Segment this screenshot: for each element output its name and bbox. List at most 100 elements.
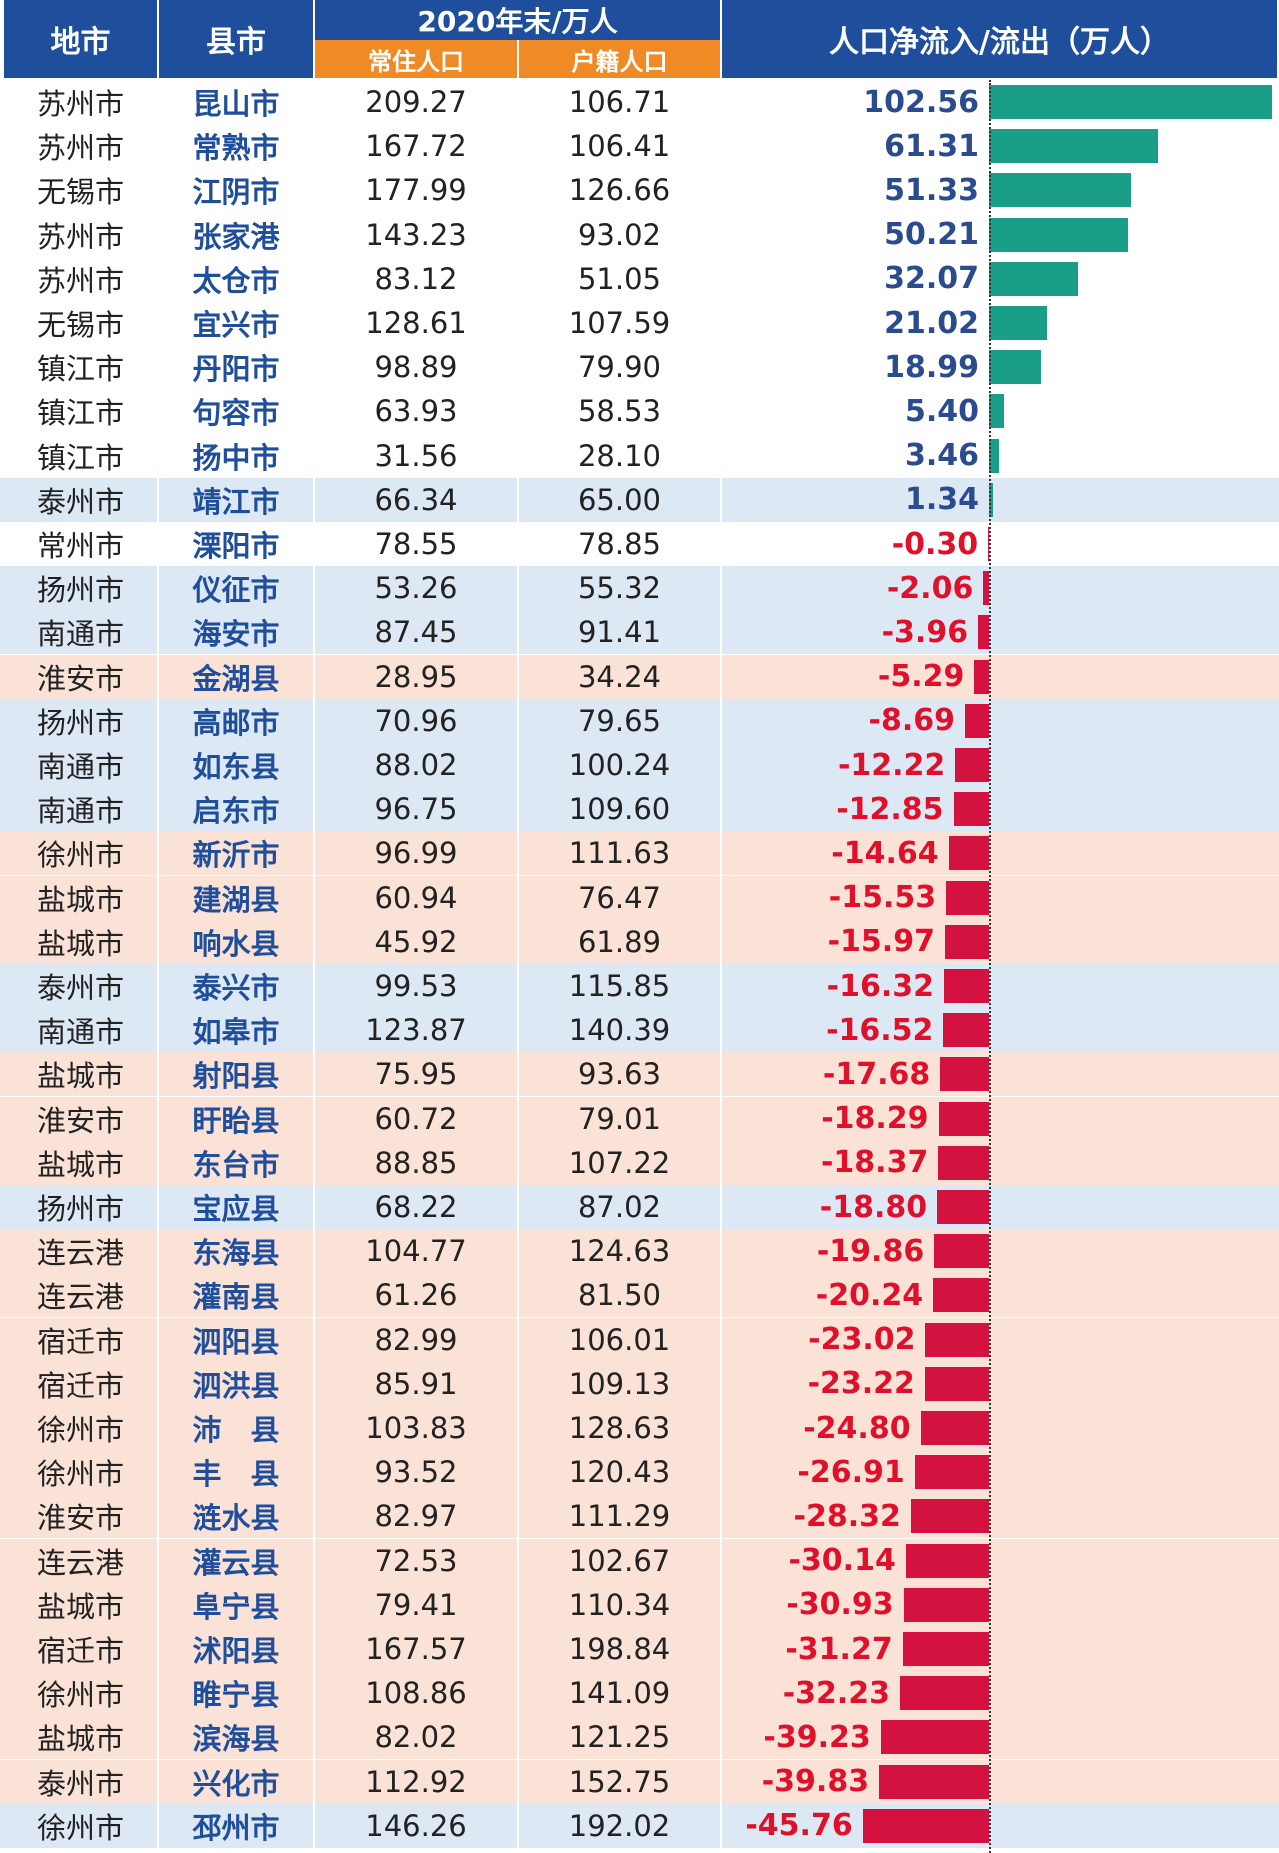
net-label: 61.31 [884,128,979,164]
resident: 112.92 [315,1759,519,1804]
county: 昆山市 [159,80,315,124]
net-label: -0.30 [891,526,979,562]
table-row: 南通市 海安市 87.45 91.41 -3.96 [0,610,1279,655]
county: 宝应县 [159,1185,315,1229]
net-label: -15.53 [828,880,937,916]
county: 丰 县 [159,1450,315,1495]
resident: 82.99 [315,1317,519,1362]
resident: 72.53 [315,1538,519,1583]
resident: 167.72 [315,124,519,169]
resident: 66.34 [315,477,519,522]
net-label: 51.33 [884,172,979,208]
city: 淮安市 [4,1494,159,1539]
resident: 78.55 [315,522,519,566]
net-label: -39.23 [763,1719,871,1755]
city: 南通市 [4,1008,159,1053]
table-row: 盐城市 阜宁县 79.41 110.34 -30.93 [0,1582,1279,1627]
net-label: -14.64 [831,835,939,871]
registered: 110.34 [519,1582,722,1627]
bar [937,1190,989,1224]
registered: 141.09 [519,1671,722,1716]
city: 宿迁市 [4,1627,159,1671]
bar [948,836,989,871]
county: 太仓市 [159,256,315,301]
resident: 79.41 [315,1582,519,1627]
registered: 78.85 [519,522,722,566]
table-row: 淮安市 盱眙县 60.72 79.01 -18.29 [0,1096,1279,1141]
bar [938,1101,989,1136]
bar [933,1278,989,1313]
table-row: 徐州市 邳州市 146.26 192.02 -45.76 [0,1803,1279,1848]
city: 徐州市 [4,1803,159,1848]
table-row: 连云港 灌南县 61.26 81.50 -20.24 [0,1273,1279,1318]
city: 扬州市 [4,698,159,743]
registered: 107.59 [519,301,722,345]
county: 睢宁县 [159,1671,315,1716]
table-row: 徐州市 睢宁县 108.86 141.09 -32.23 [0,1671,1279,1716]
bar [989,306,1047,340]
registered: 76.47 [519,875,722,920]
net-label: -30.14 [788,1543,896,1579]
city: 宿迁市 [4,1361,159,1406]
table-row: 淮安市 涟水县 82.97 111.29 -28.32 [0,1494,1279,1539]
registered: 93.63 [519,1052,722,1097]
bar [934,1234,989,1269]
header-resident: 常住人口 [315,40,519,78]
resident: 123.87 [315,1008,519,1053]
county: 丹阳市 [159,345,315,390]
city: 镇江市 [4,345,159,390]
net-label: -28.32 [793,1498,901,1534]
net-label: 18.99 [884,349,979,385]
net-label: -26.91 [797,1454,905,1490]
bar [940,1057,989,1092]
registered: 106.01 [519,1317,722,1362]
net-label: 1.34 [904,482,979,518]
county: 邳州市 [159,1803,315,1848]
resident: 96.99 [315,831,519,876]
city: 苏州市 [4,80,159,124]
header-registered: 户籍人口 [519,40,722,78]
county: 沭阳县 [159,1627,315,1671]
resident: 103.83 [315,1406,519,1450]
net-label: 32.07 [884,261,979,297]
header-city: 地市 [4,0,159,78]
city: 淮安市 [4,1096,159,1141]
table-row: 无锡市 宜兴市 128.61 107.59 21.02 [0,301,1279,345]
bar [905,1543,989,1578]
registered: 55.32 [519,566,722,611]
resident: 88.85 [315,1140,519,1185]
net-label: -18.29 [821,1101,929,1137]
resident: 93.52 [315,1450,519,1495]
resident: 75.95 [315,1052,519,1097]
table-row: 扬州市 仪征市 53.26 55.32 -2.06 [0,566,1279,611]
bar [989,217,1128,252]
county: 射阳县 [159,1052,315,1097]
registered: 109.60 [519,787,722,832]
resident: 177.99 [315,168,519,213]
bar [989,394,1004,429]
city: 扬州市 [4,566,159,611]
registered: 61.89 [519,919,722,964]
header-net: 人口净流入/流出（万人） [722,0,1277,78]
bar [902,1632,989,1666]
registered: 128.63 [519,1406,722,1450]
net-label: 3.46 [904,438,979,474]
registered: 126.66 [519,168,722,213]
resident: 128.61 [315,301,519,345]
header-county: 县市 [159,0,315,78]
net-label: 21.02 [884,305,979,341]
net-label: -19.86 [816,1233,925,1269]
city: 无锡市 [4,301,159,345]
bar [879,1764,989,1799]
table-row: 苏州市 常熟市 167.72 106.41 61.31 [0,124,1279,169]
net-label: -2.06 [886,570,974,606]
county: 如皋市 [159,1008,315,1053]
city: 苏州市 [4,256,159,301]
table-row: 镇江市 丹阳市 98.89 79.90 18.99 [0,345,1279,390]
city: 南通市 [4,610,159,655]
table-row: 无锡市 江阴市 177.99 126.66 51.33 [0,168,1279,213]
table-row: 南通市 启东市 96.75 109.60 -12.85 [0,787,1279,832]
bar [974,659,989,694]
net-label: -5.29 [877,659,965,695]
